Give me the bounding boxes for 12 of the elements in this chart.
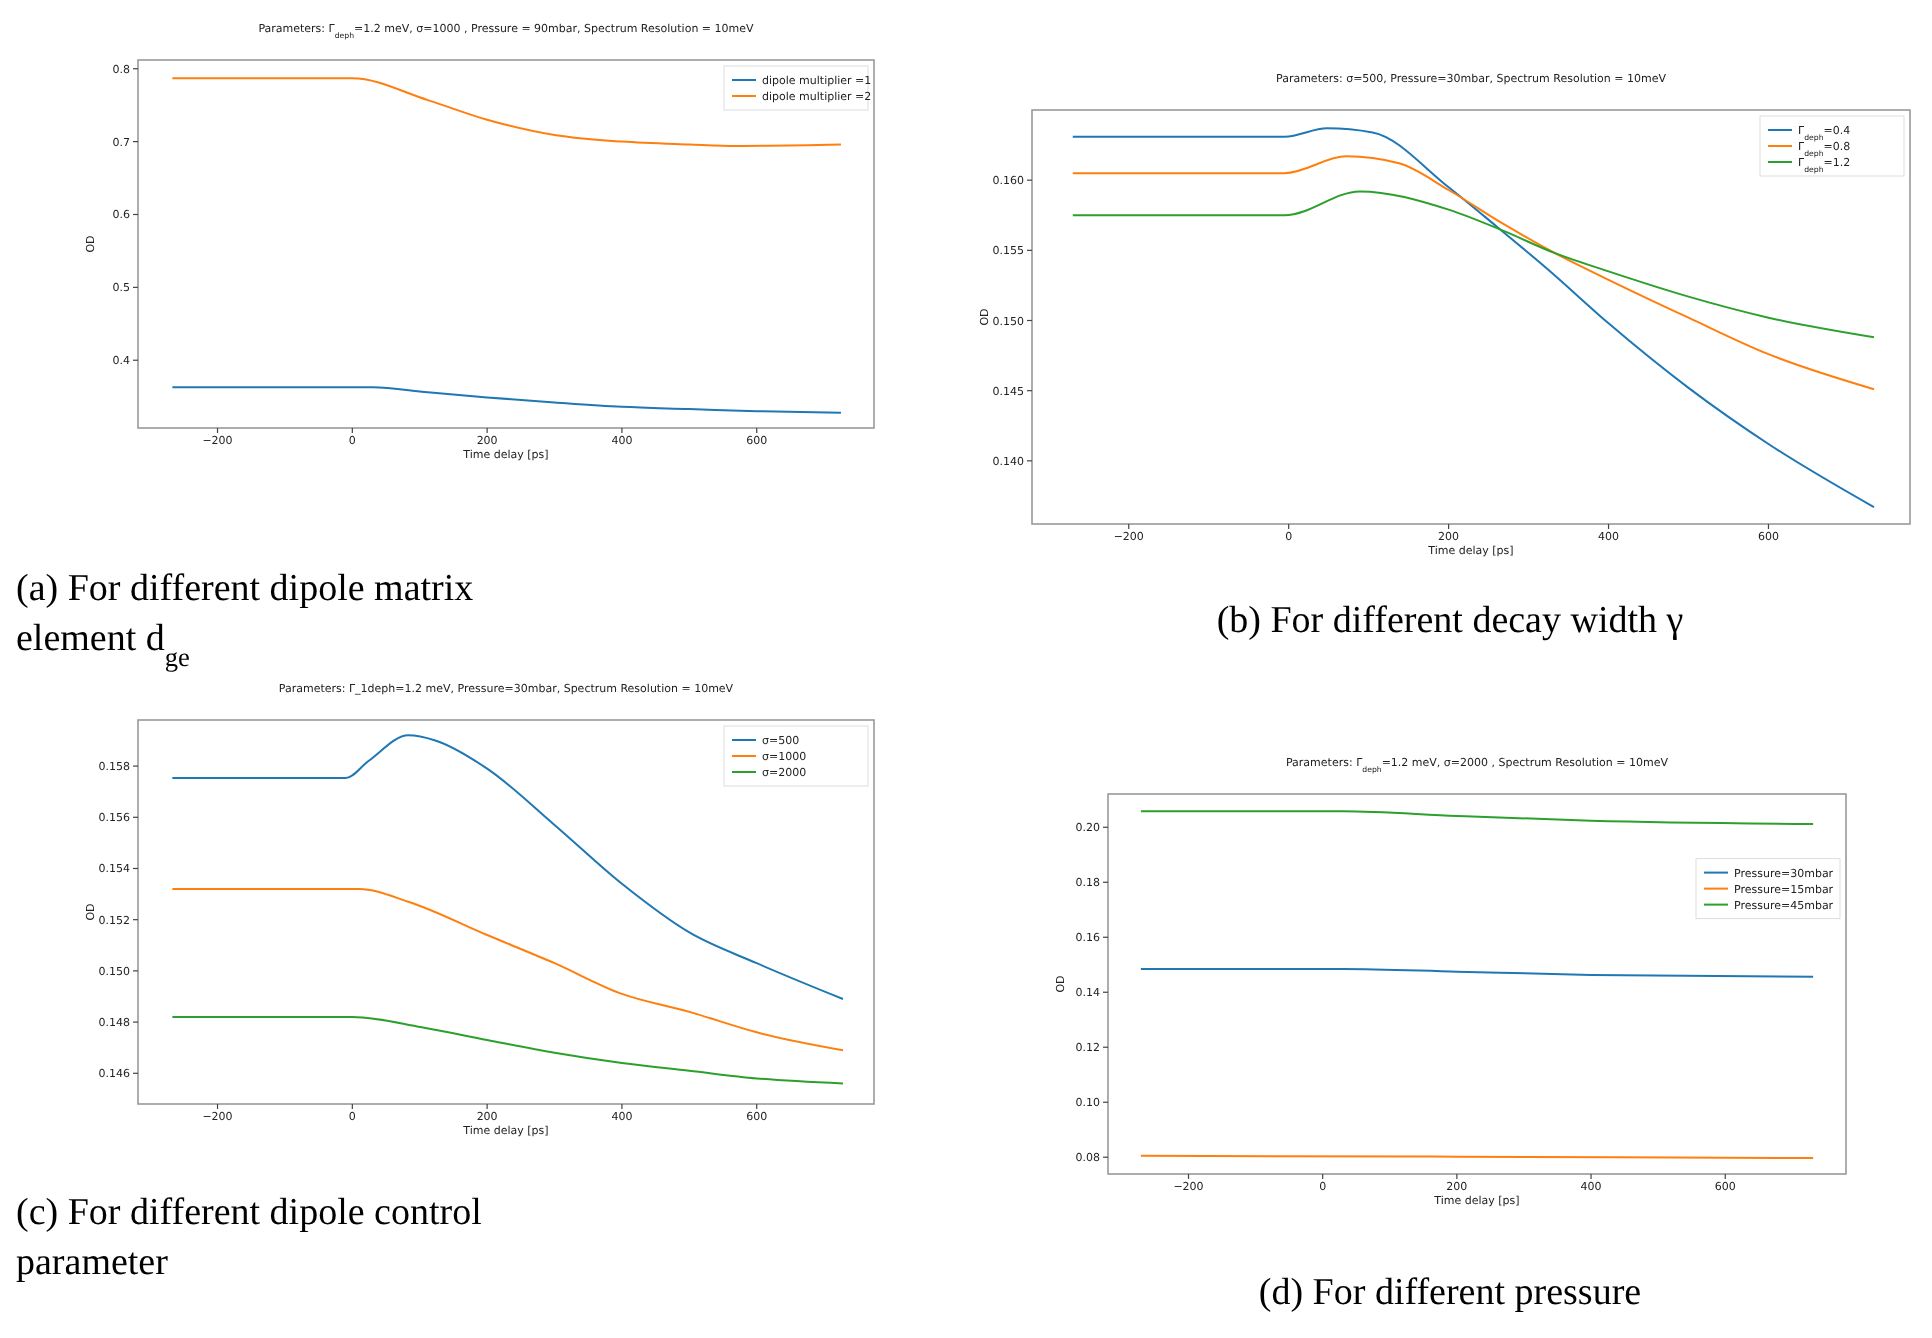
line-series	[1071, 155, 1876, 391]
text: (a) For different dipole matrix element d$_{ge}$	[16, 568, 475, 671]
text: (c) For different dipole control parameter	[16, 1192, 482, 1284]
line-series	[1139, 810, 1815, 825]
text: (d) For different pressure	[1258, 1272, 1642, 1314]
line-series	[171, 734, 844, 1001]
line-series	[171, 887, 844, 1052]
line-series	[1071, 190, 1876, 339]
line-series	[171, 1015, 844, 1085]
line-series	[171, 386, 842, 414]
line-series	[1071, 127, 1876, 509]
text: (b) For different decay width γ	[1216, 600, 1684, 642]
